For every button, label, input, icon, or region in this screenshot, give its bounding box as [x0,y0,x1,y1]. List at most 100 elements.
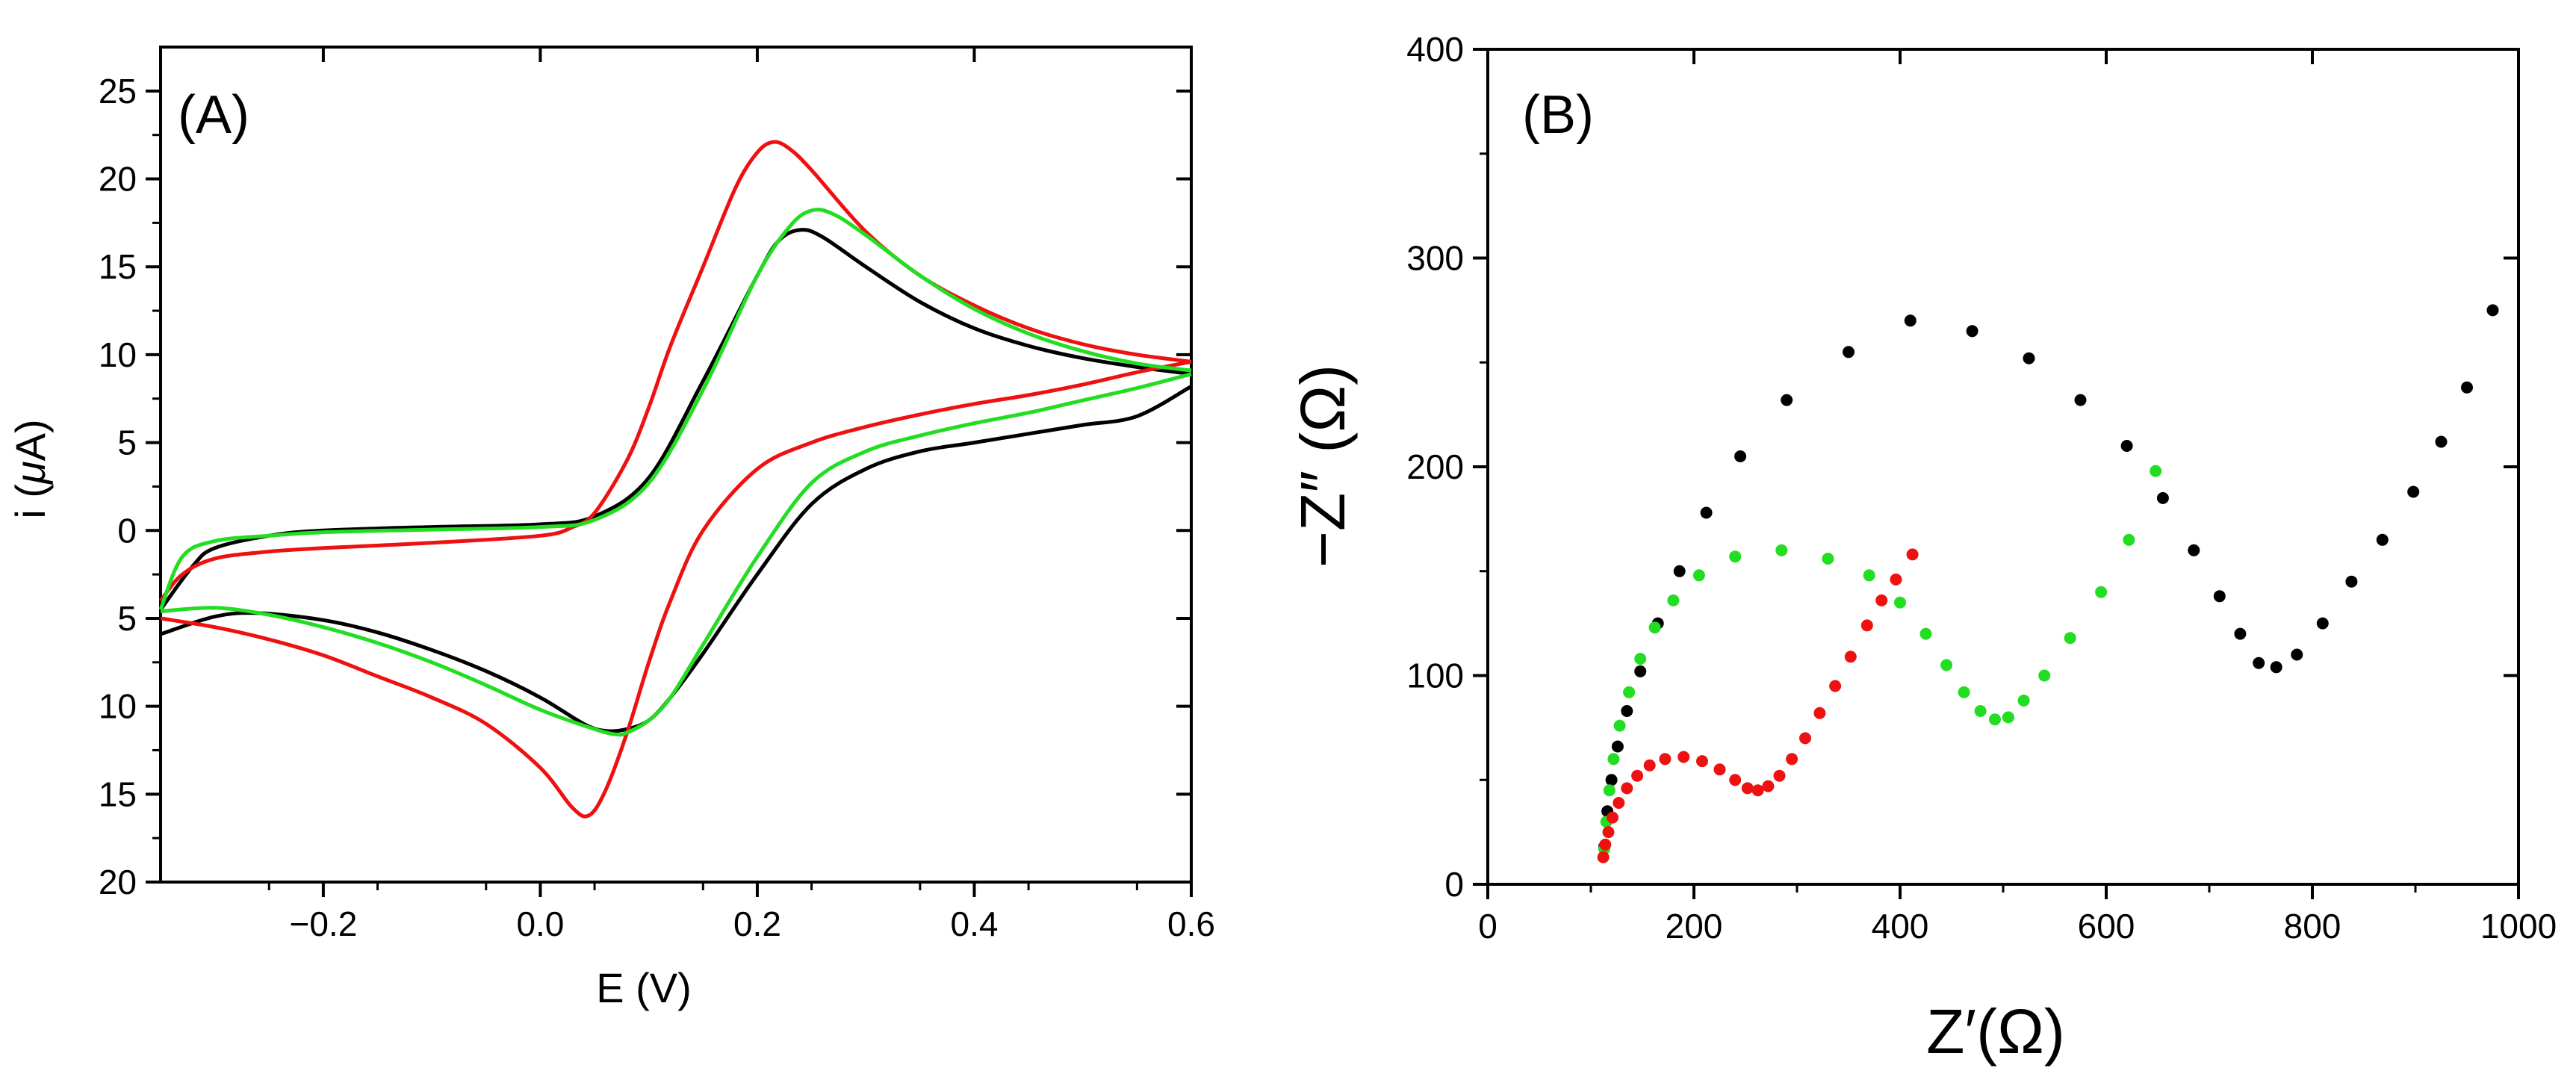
eis-point-red [1659,753,1672,766]
panel-b-y-axis-title: −Z″ (Ω) [1288,364,1358,568]
eis-point-green [1613,719,1626,732]
eis-point-green [1634,653,1647,665]
panel-a-y-axis-title: i (μA) [7,419,54,518]
panel-b-impedance-nyquist: 0 200 400 600 800 1000 0 100 200 300 400 (B) Z′(Ω… [1288,30,2557,1067]
eis-point-red [1607,811,1618,824]
eis-point-black [2316,617,2329,630]
panel-a-plot-frame [159,46,1193,884]
eis-point-black [1700,506,1713,519]
eis-point-green [1919,627,1932,640]
eis-point-black [2376,533,2389,546]
eis-point-red [1599,838,1612,851]
panel-a-x-tick-label: 0.0 [516,904,564,943]
eis-point-red [1799,732,1811,745]
panel-a-y-ticks: 20 15 10 5 0 5 10 15 20 25 [99,72,1191,901]
panel-a-y-tick-label: 20 [99,160,137,199]
panel-b-x-tick-label: 800 [2284,907,2341,946]
eis-point-green [1648,621,1661,634]
panel-a-y-tick-label: 5 [117,423,137,462]
panel-a-x-axis-title: E (V) [596,964,692,1011]
eis-point-red [1906,548,1919,561]
eis-point-green [1958,686,1970,698]
cv-curve-black-forward [158,228,1192,611]
panel-b-label: (B) [1522,85,1594,145]
eis-point-black [2435,435,2448,448]
eis-point-black [2120,440,2133,452]
panel-a-y-tick-label: 25 [99,72,137,111]
panel-a-y-tick-label: 10 [99,335,137,374]
eis-point-green [1974,705,1987,717]
eis-point-red [1643,759,1656,772]
panel-a-y-tick-label: 15 [99,775,137,813]
panel-b-y-tick-label: 200 [1406,447,1464,486]
cv-curve-red-forward [159,140,1192,602]
eis-point-red [1860,619,1873,632]
eis-point-green [1894,596,1906,609]
eis-point-red [1890,573,1902,586]
cv-curve-green-forward [158,208,1192,611]
eis-point-red [1741,782,1754,795]
eis-point-red [1875,594,1888,606]
eis-point-green [1603,784,1616,797]
eis-point-green [1940,659,1953,671]
eis-point-black [1904,314,1917,327]
panel-b-x-ticks: 0 200 400 600 800 1000 [1478,49,2557,946]
eis-point-red [1613,797,1625,809]
eis-point-red [1631,769,1644,782]
eis-point-red [1829,680,1842,692]
panel-a-cyclic-voltammetry: −0.2 0.0 0.2 0.4 0.6 20 15 10 5 0 5 10 15 20 25 (A) E… [7,46,1215,1011]
eis-point-red [1844,651,1857,663]
eis-point-black [2486,304,2499,317]
eis-point-green [1667,594,1680,606]
panel-b-y-tick-label: 400 [1406,30,1464,69]
eis-point-black [1843,346,1855,358]
eis-point-green [2095,586,2108,598]
eis-point-red [1762,780,1775,792]
eis-point-black [1781,394,1793,406]
panel-b-series-group [1597,304,2499,863]
panel-b-y-ticks: 0 100 200 300 400 [1406,30,2518,904]
eis-point-black [2253,656,2265,669]
panel-a-x-tick-label: 0.6 [1167,904,1215,943]
panel-b-x-tick-label: 200 [1666,907,1723,946]
eis-point-green [2038,669,2051,682]
eis-point-black [2291,648,2303,661]
panel-a-y-tick-label: 20 [99,863,137,901]
eis-point-black [2461,381,2473,394]
panel-b-plot-frame [1486,48,2520,886]
eis-point-black [2074,394,2087,406]
panel-b-y-tick-label: 0 [1444,865,1464,904]
eis-point-green [2123,533,2135,546]
eis-point-black [2188,544,2200,556]
eis-point-black [2023,352,2035,364]
eis-point-black [1634,665,1647,677]
eis-point-green [2002,711,2014,724]
panel-b-x-axis-title: Z′(Ω) [1926,996,2065,1067]
eis-point-black [1621,705,1633,717]
eis-point-black [1734,450,1747,462]
eis-point-red [1713,763,1726,776]
cv-curve-green-reverse [160,372,1192,737]
eis-point-red [1621,782,1633,795]
eis-point-black [2156,491,2169,504]
panel-a-y-tick-label: 0 [117,511,137,550]
eis-point-green [1623,686,1636,698]
eis-point-black [1611,740,1624,753]
panel-a-x-ticks: −0.2 0.0 0.2 0.4 0.6 [267,47,1215,943]
eis-point-red [1786,753,1798,766]
eis-point-black [2407,485,2420,498]
eis-point-black [1673,565,1686,577]
panel-b-x-tick-label: 400 [1872,907,1929,946]
eis-point-green [2150,465,2162,477]
eis-point-black [2213,590,2226,603]
eis-point-green [1729,550,1742,563]
eis-point-red [1597,851,1610,863]
eis-point-red [1773,769,1786,782]
panel-b-x-tick-label: 0 [1478,907,1498,946]
panel-a-y-tick-label: 10 [99,687,137,726]
panel-b-y-tick-label: 300 [1406,239,1464,278]
panel-b-x-tick-label: 1000 [2480,907,2557,946]
panel-a-x-tick-label: 0.4 [950,904,998,943]
panel-b-x-tick-label: 600 [2078,907,2135,946]
eis-point-green [1822,553,1834,565]
